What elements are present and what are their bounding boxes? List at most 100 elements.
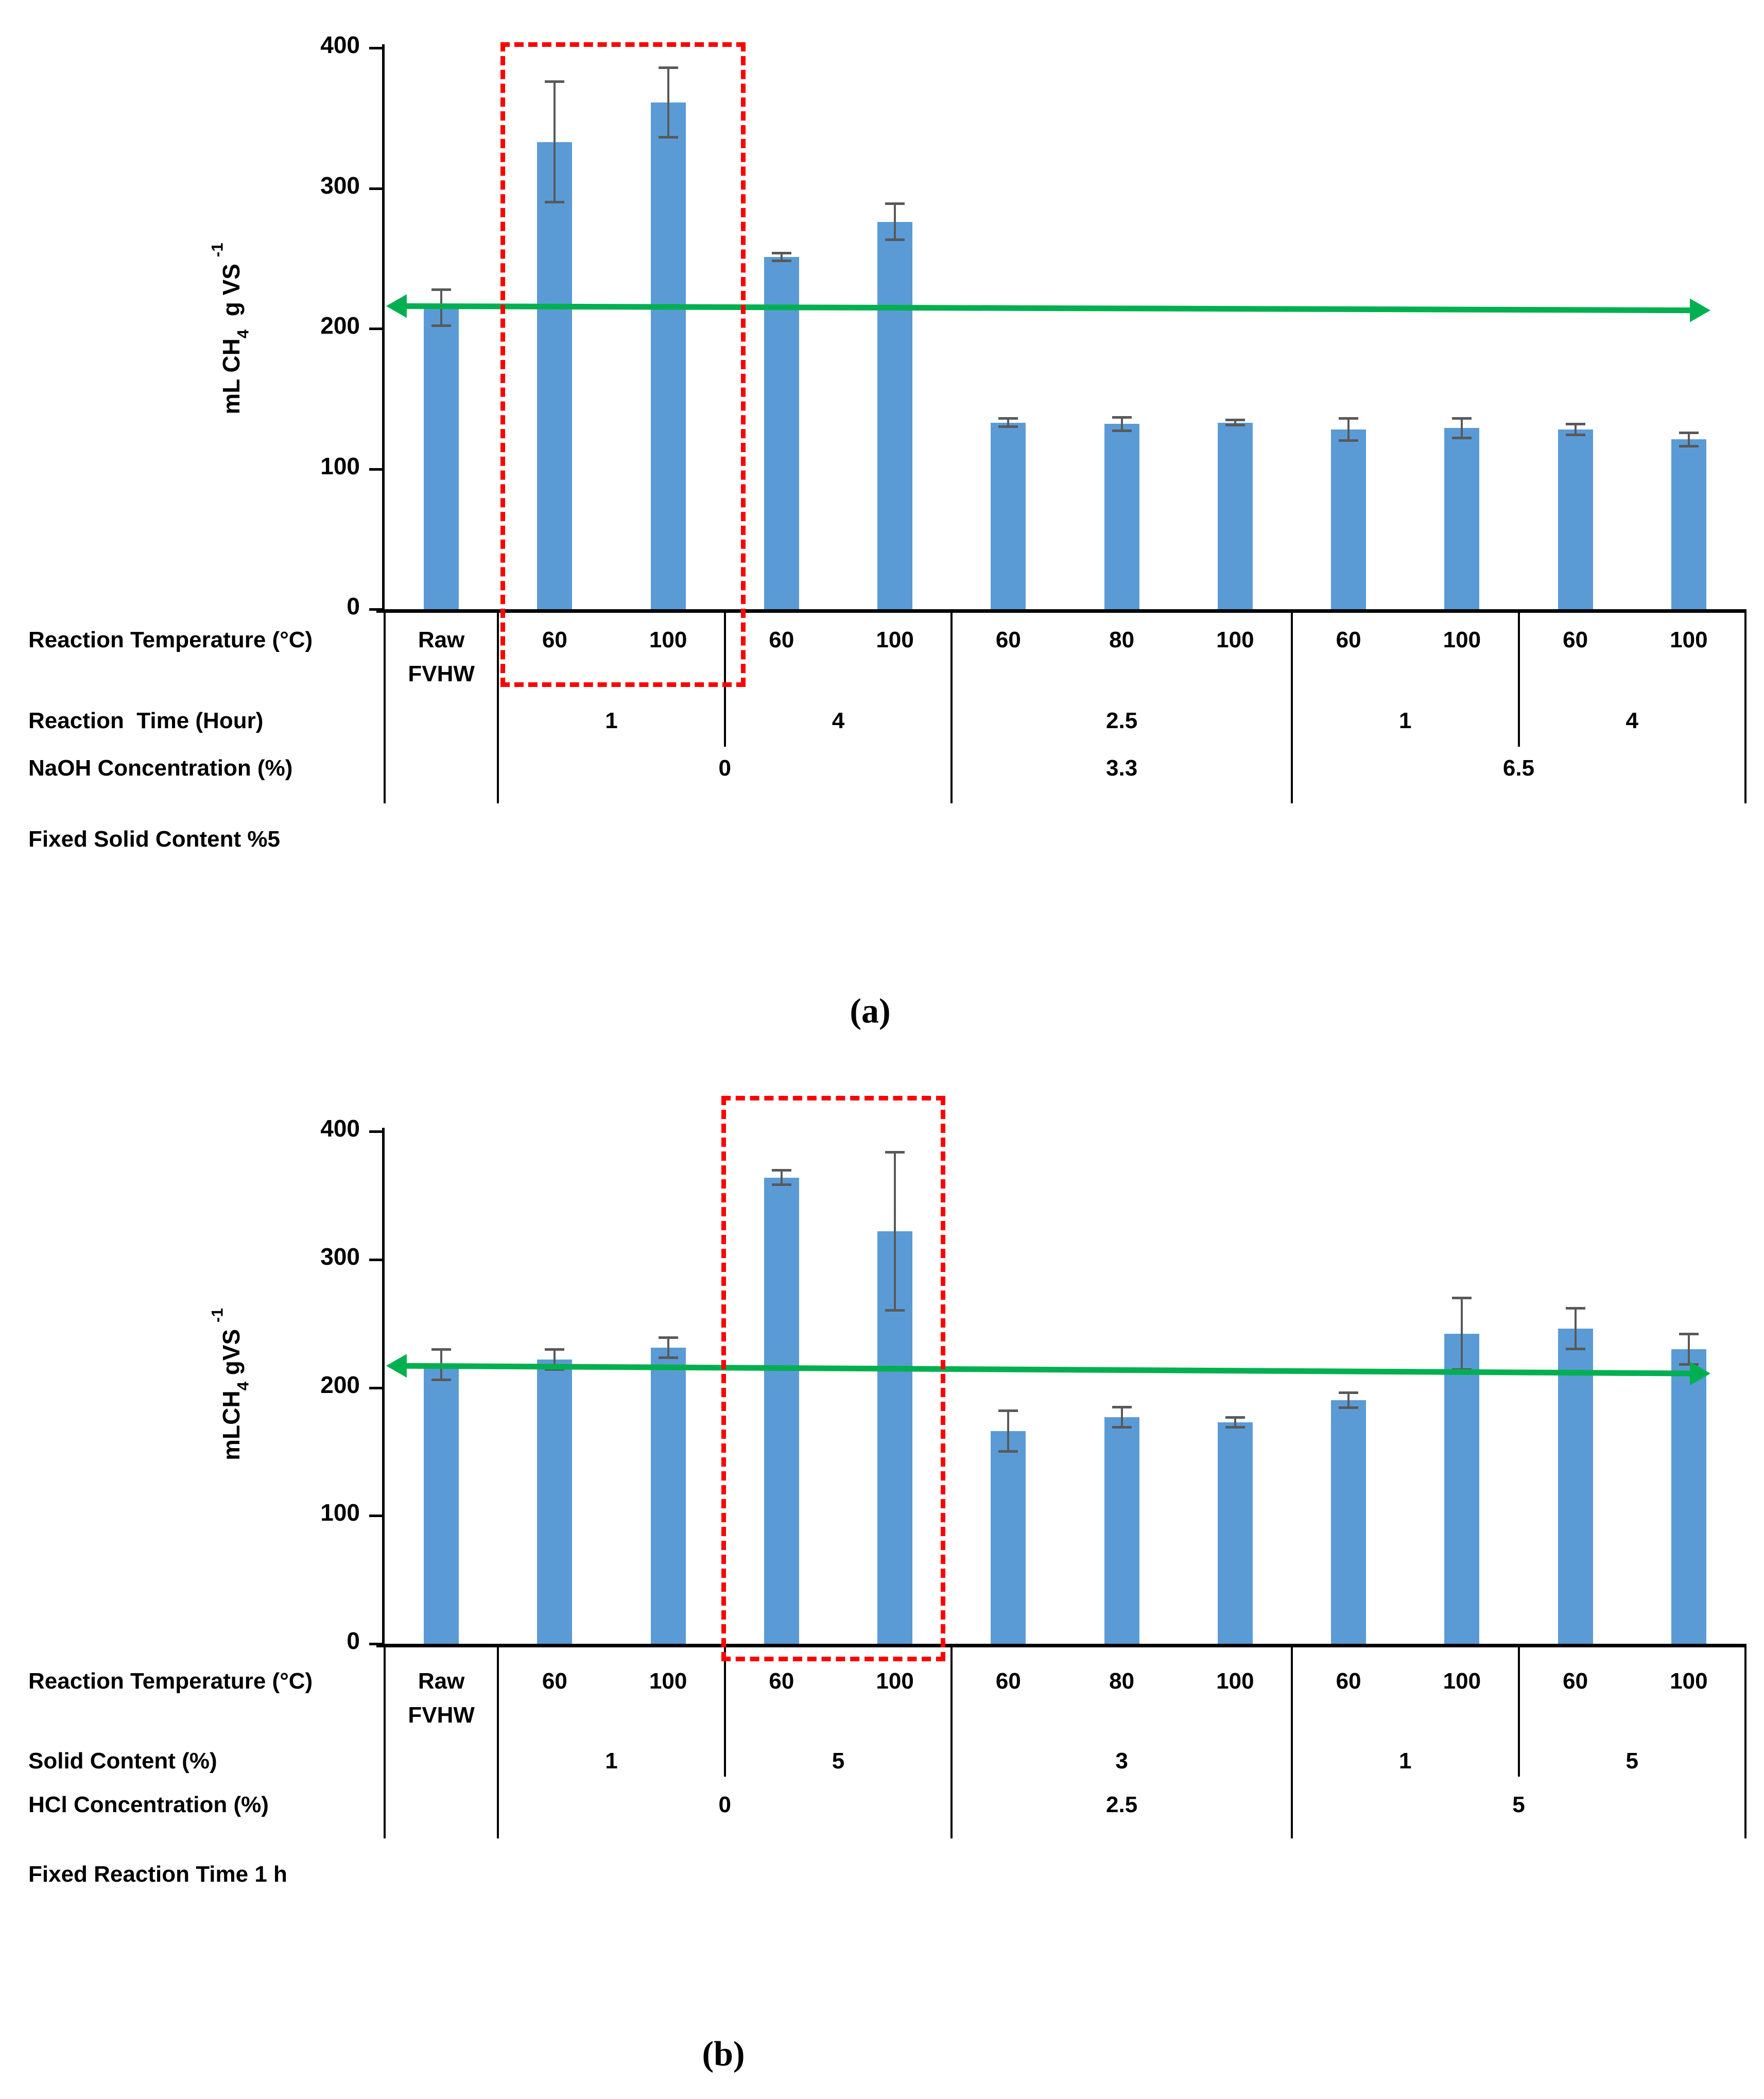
category-label-a-3: 60 [769, 627, 794, 652]
category-label-b-1: 60 [542, 1668, 567, 1694]
error-bar-line-b-3 [780, 1169, 783, 1185]
table-line-b-r0 [1291, 1644, 1293, 1730]
y-axis-line-a [382, 44, 385, 609]
table-line-b-r1 [1517, 1730, 1520, 1777]
error-bar-line-b-8 [1347, 1392, 1350, 1408]
error-bar-cap-top-b-6 [1112, 1405, 1132, 1408]
reference-arrow-head-left-b [386, 1354, 407, 1378]
category-label-b-5: 60 [995, 1668, 1021, 1694]
table-line-a-r2 [384, 747, 386, 803]
axis-row2-value-b-1: 0 [718, 1792, 731, 1817]
table-line-b-r0 [723, 1644, 726, 1730]
category-label-a-2: 100 [649, 627, 687, 652]
axis-row1-value-a-5: 4 [1625, 708, 1638, 733]
error-bar-line-a-8 [1347, 418, 1350, 441]
error-bar-cap-bottom-a-6 [1112, 429, 1132, 432]
category-label-b-4: 100 [876, 1668, 914, 1694]
table-line-a-r0 [1517, 609, 1520, 695]
y-tick-mark-a [369, 328, 382, 330]
error-bar-line-a-6 [1120, 417, 1123, 431]
bar-b-9 [1444, 1334, 1480, 1644]
y-tick-label-b: 100 [320, 1499, 360, 1526]
reference-arrow-head-right-a [1690, 298, 1710, 322]
y-tick-mark-b [369, 1643, 382, 1645]
axis-row2-value-b-2: 2.5 [1106, 1792, 1138, 1817]
axis-row1-value-a-2: 4 [832, 708, 845, 733]
axis-row2-value-a-1: 0 [718, 755, 731, 781]
table-line-a-r2 [950, 747, 953, 803]
error-bar-cap-bottom-a-2 [658, 136, 678, 139]
table-line-a-r0 [384, 609, 386, 695]
reference-arrow-line-b [400, 1363, 1697, 1377]
table-line-a-r2 [1291, 747, 1293, 803]
table-line-b-r0 [1517, 1644, 1520, 1730]
caption-b: (b) [702, 2034, 745, 2073]
category-label-line2-b-0: FVHW [408, 1702, 475, 1728]
error-bar-cap-bottom-b-5 [998, 1450, 1018, 1453]
error-bar-cap-bottom-a-4 [885, 238, 905, 242]
error-bar-cap-bottom-b-7 [1225, 1425, 1245, 1429]
category-label-a-6: 80 [1109, 627, 1135, 652]
bar-a-11 [1671, 439, 1706, 609]
table-line-b-r2 [384, 1777, 386, 1838]
bar-b-0 [424, 1364, 459, 1644]
y-tick-label-a: 0 [347, 593, 360, 620]
error-bar-line-b-6 [1120, 1406, 1123, 1427]
error-bar-line-b-11 [1687, 1334, 1690, 1365]
category-label-a-1: 60 [542, 627, 567, 652]
table-line-a-r0 [1744, 609, 1746, 695]
bar-a-3 [764, 257, 799, 609]
error-bar-cap-top-b-4 [885, 1150, 905, 1154]
bar-a-8 [1331, 429, 1367, 609]
error-bar-cap-top-a-1 [545, 80, 565, 83]
y-axis-title-b-sup: -1 [209, 1308, 227, 1322]
axis-row2-value-a-3: 6.5 [1502, 755, 1535, 781]
error-bar-cap-bottom-a-8 [1339, 439, 1359, 442]
category-label-b-6: 80 [1109, 1668, 1135, 1694]
category-label-b-0: Raw [418, 1668, 465, 1694]
axis-row-header-b-0: Reaction Temperature (°C) [28, 1668, 313, 1694]
axis-row-header-a-0: Reaction Temperature (°C) [28, 627, 313, 652]
error-bar-line-b-0 [440, 1349, 443, 1380]
table-line-b-r0 [1744, 1644, 1746, 1730]
error-bar-line-a-7 [1234, 420, 1236, 426]
error-bar-cap-top-a-8 [1339, 417, 1359, 420]
error-bar-cap-top-a-11 [1679, 431, 1699, 434]
error-bar-line-b-9 [1461, 1298, 1463, 1370]
error-bar-cap-top-a-3 [771, 251, 791, 254]
bar-b-5 [991, 1431, 1026, 1644]
error-bar-cap-top-b-7 [1225, 1416, 1245, 1419]
error-bar-cap-top-a-9 [1452, 417, 1472, 420]
bar-b-3 [764, 1177, 799, 1644]
table-line-b-r1 [384, 1730, 386, 1777]
table-line-a-r1 [1744, 695, 1746, 747]
axis-row1-value-b-2: 5 [832, 1748, 845, 1774]
caption-a: (a) [850, 991, 891, 1030]
y-tick-label-b: 400 [320, 1115, 360, 1142]
error-bar-cap-top-b-11 [1679, 1333, 1699, 1336]
y-tick-mark-a [369, 468, 382, 471]
error-bar-line-a-2 [667, 67, 669, 138]
axis-row1-value-b-4: 1 [1399, 1748, 1412, 1774]
y-tick-mark-a [369, 47, 382, 49]
category-label-a-11: 100 [1670, 627, 1708, 652]
category-label-b-9: 100 [1443, 1668, 1481, 1694]
error-bar-cap-top-b-1 [545, 1348, 565, 1351]
error-bar-cap-bottom-a-7 [1225, 424, 1245, 427]
bar-a-4 [877, 221, 913, 609]
error-bar-line-b-1 [554, 1349, 556, 1370]
category-label-b-3: 60 [769, 1668, 794, 1694]
bar-a-10 [1558, 429, 1593, 609]
footnote-a: Fixed Solid Content %5 [28, 827, 280, 852]
y-axis-line-b [382, 1128, 385, 1644]
error-bar-cap-top-a-4 [885, 202, 905, 205]
error-bar-cap-bottom-a-0 [431, 324, 452, 327]
category-label-b-10: 60 [1563, 1668, 1588, 1694]
bar-b-11 [1671, 1349, 1706, 1644]
table-line-a-r2 [1744, 747, 1746, 803]
table-line-a-r1 [1517, 695, 1520, 747]
y-axis-title-b-pre: mLCH [218, 1390, 245, 1460]
error-bar-cap-bottom-a-10 [1565, 434, 1585, 437]
axis-row2-value-b-3: 5 [1512, 1792, 1525, 1817]
